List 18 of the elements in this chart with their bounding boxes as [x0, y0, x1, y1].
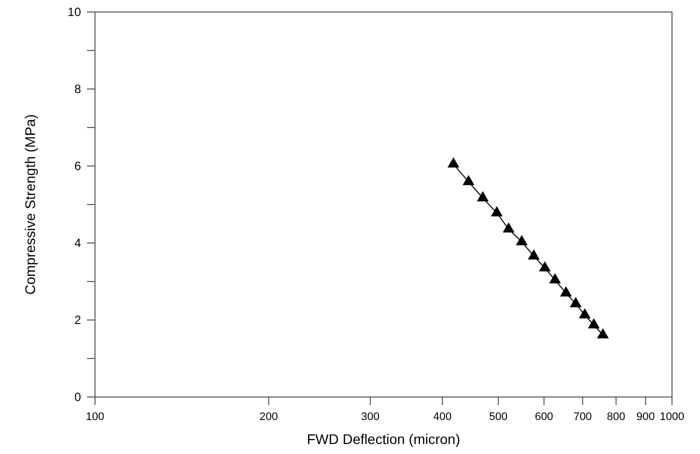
x-tick-label: 800: [606, 411, 626, 423]
y-tick-label: 8: [74, 82, 82, 96]
y-tick-label: 0: [74, 390, 82, 404]
x-tick-label: 100: [86, 411, 104, 423]
x-tick-label: 700: [573, 411, 592, 423]
x-tick-label: 400: [433, 411, 452, 423]
y-tick-label: 6: [74, 159, 82, 174]
x-tick-label: 600: [534, 411, 554, 423]
y-axis-title: Compressive Strength (MPa): [22, 114, 38, 295]
x-tick-label: 200: [260, 411, 278, 423]
y-tick-label: 4: [74, 236, 82, 250]
x-tick-label: 1000: [660, 411, 684, 423]
y-tick-label: 2: [74, 313, 82, 328]
x-axis-title: FWD Deflection (micron): [306, 431, 460, 447]
x-tick-label: 900: [636, 411, 655, 423]
y-tick-label: 10: [68, 5, 82, 20]
x-tick-label: 500: [489, 411, 508, 423]
x-tick-label: 300: [361, 411, 380, 423]
